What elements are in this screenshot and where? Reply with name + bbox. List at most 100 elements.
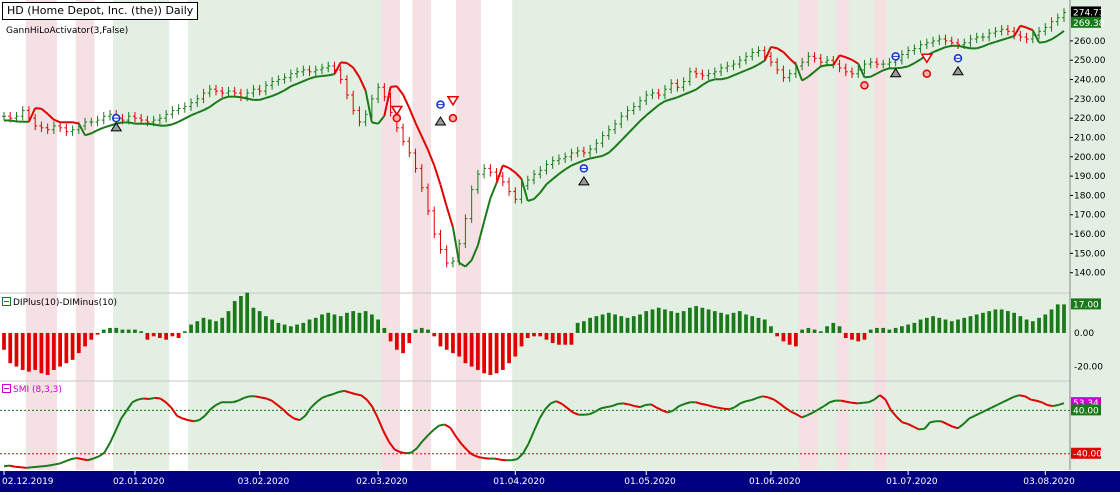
di-bar bbox=[195, 321, 199, 333]
di-bar bbox=[969, 316, 973, 333]
activator-segment bbox=[964, 47, 970, 48]
di-bar bbox=[551, 333, 555, 343]
di-bar bbox=[439, 333, 443, 346]
di-bar bbox=[931, 316, 935, 333]
di-bar bbox=[364, 311, 368, 333]
time-axis-bar bbox=[0, 471, 1120, 492]
di-bar bbox=[220, 318, 224, 333]
di-bar bbox=[89, 333, 93, 340]
activator-segment bbox=[771, 47, 777, 48]
bear-band bbox=[836, 0, 848, 470]
bear-band bbox=[456, 0, 481, 470]
activator-segment bbox=[341, 62, 347, 63]
smi-segment bbox=[400, 452, 406, 453]
activator-segment bbox=[497, 165, 503, 183]
di-bar bbox=[233, 301, 237, 333]
activator-segment bbox=[241, 97, 247, 98]
di-bar bbox=[738, 311, 742, 333]
activator-tag: 269.38 bbox=[1073, 19, 1105, 29]
di-bar bbox=[1006, 311, 1010, 333]
activator-segment bbox=[1039, 42, 1045, 43]
di-bar bbox=[806, 328, 810, 333]
di-bar bbox=[289, 326, 293, 333]
di-bar bbox=[177, 333, 181, 338]
smi-segment bbox=[852, 403, 858, 404]
smi-segment bbox=[1047, 405, 1053, 406]
di-bar bbox=[64, 333, 68, 363]
di-bar bbox=[663, 309, 667, 333]
collapse-icon[interactable] bbox=[2, 384, 11, 393]
di-bar bbox=[819, 331, 823, 333]
collapse-icon[interactable] bbox=[2, 297, 11, 306]
activator-segment bbox=[490, 183, 496, 198]
di-bar bbox=[607, 313, 611, 333]
smi-segment bbox=[930, 421, 936, 422]
smi-segment bbox=[445, 424, 451, 427]
di-bar bbox=[838, 326, 842, 333]
di-bar bbox=[850, 333, 854, 340]
activator-segment bbox=[147, 124, 153, 125]
di-bar bbox=[264, 316, 268, 333]
di-bar bbox=[962, 318, 966, 333]
di-bar bbox=[1012, 313, 1016, 333]
bear-band bbox=[26, 0, 57, 470]
activator-segment bbox=[372, 122, 378, 123]
di-bar bbox=[96, 333, 100, 335]
smi-segment bbox=[646, 404, 652, 405]
smi-pane-title: SMI (8,3,3) bbox=[13, 385, 62, 395]
smi-segment bbox=[501, 460, 507, 461]
di-bar bbox=[950, 321, 954, 333]
di-bar bbox=[881, 328, 885, 333]
di-tick-label: -20.00 bbox=[1074, 363, 1103, 373]
di-bar bbox=[513, 333, 517, 357]
di-value-tag: 17.00 bbox=[1073, 300, 1099, 310]
di-bar bbox=[638, 314, 642, 332]
smi-segment bbox=[261, 397, 267, 398]
activator-segment bbox=[434, 165, 440, 184]
smi-segment bbox=[763, 396, 769, 397]
smi-segment bbox=[701, 404, 707, 405]
price-tick-label: 240.00 bbox=[1074, 76, 1106, 86]
smi-segment bbox=[77, 458, 83, 459]
chart-title: HD (Home Depot, Inc. (the)) Daily bbox=[2, 2, 198, 20]
di-bar bbox=[576, 323, 580, 333]
di-pane-label[interactable]: DIPlus(10)-DIMinus(10) bbox=[2, 297, 117, 309]
smi-segment bbox=[49, 465, 55, 466]
di-bar bbox=[863, 333, 867, 340]
time-tick-label: 03.08.2020 bbox=[1023, 477, 1075, 487]
di-bar bbox=[769, 326, 773, 333]
activator-segment bbox=[172, 122, 178, 125]
di-bar bbox=[1025, 320, 1029, 333]
smi-pane-label[interactable]: SMI (8,3,3) bbox=[2, 384, 62, 396]
smi-segment bbox=[858, 403, 864, 404]
di-bar bbox=[744, 314, 748, 332]
di-bar bbox=[545, 333, 549, 340]
smi-segment bbox=[478, 457, 484, 458]
di-bar bbox=[457, 333, 461, 357]
di-bar bbox=[919, 320, 923, 333]
di-bar bbox=[682, 311, 686, 333]
activator-segment bbox=[596, 156, 602, 157]
smi-segment bbox=[15, 467, 21, 468]
di-bar bbox=[700, 308, 704, 333]
smi-segment bbox=[846, 402, 852, 403]
smi-segment bbox=[149, 398, 155, 399]
di-bar bbox=[21, 333, 25, 370]
smi-segment bbox=[4, 466, 10, 467]
di-bar bbox=[1050, 309, 1054, 333]
sell-signal-icon bbox=[393, 115, 400, 122]
di-bar bbox=[1000, 309, 1004, 333]
smi-segment bbox=[355, 394, 361, 395]
di-bar bbox=[376, 320, 380, 333]
di-bar bbox=[1043, 314, 1047, 332]
price-tick-label: 190.00 bbox=[1074, 172, 1106, 182]
di-bar bbox=[58, 333, 62, 367]
price-tick-label: 250.00 bbox=[1074, 56, 1106, 66]
di-bar bbox=[713, 311, 717, 333]
activator-segment bbox=[179, 119, 185, 122]
di-bar bbox=[482, 333, 486, 373]
smi-segment bbox=[406, 453, 412, 454]
price-tick-label: 180.00 bbox=[1074, 191, 1106, 201]
activator-segment bbox=[98, 128, 104, 131]
smi-segment bbox=[718, 408, 724, 409]
